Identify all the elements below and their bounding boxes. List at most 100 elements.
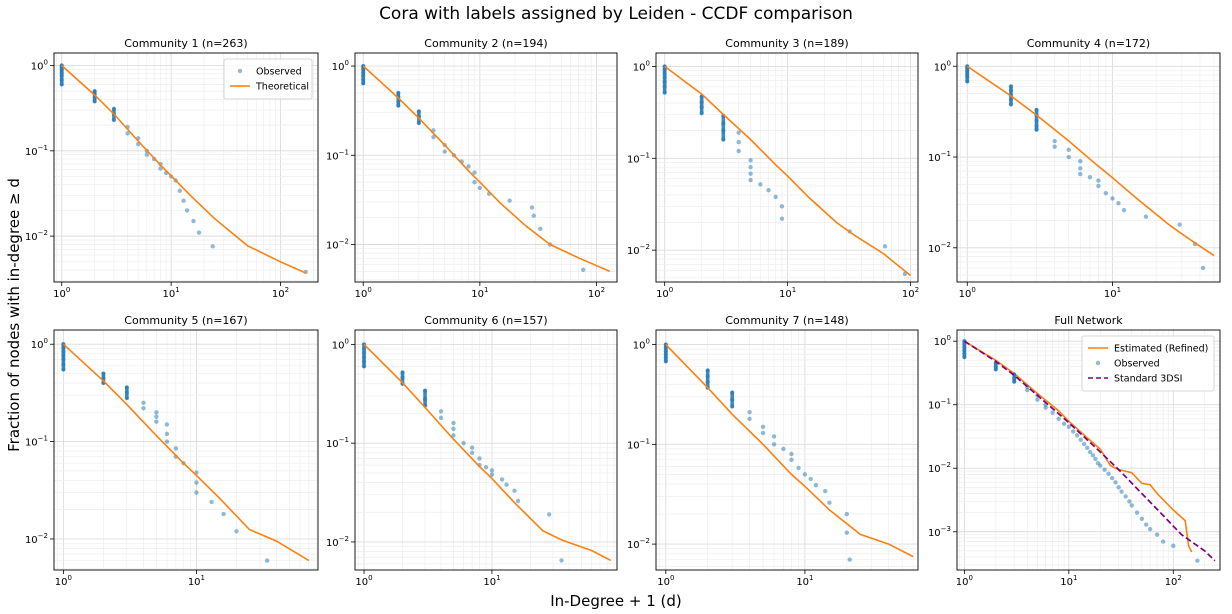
y-tick-label: 10−1 bbox=[25, 435, 48, 449]
y-tick-label: 10−2 bbox=[25, 532, 48, 546]
observed-point bbox=[1127, 499, 1132, 504]
observed-point bbox=[747, 409, 752, 415]
observed-point bbox=[1147, 526, 1153, 532]
subplot-2: 100 101 102 10−2 10−1 100 Community 2 (n=194) bbox=[326, 37, 618, 300]
legend: Estimated (Refined) Observed Standard 3DSI bbox=[1081, 335, 1215, 392]
data-layer bbox=[59, 63, 308, 275]
observed-point bbox=[1171, 543, 1176, 549]
observed-point bbox=[1096, 183, 1101, 189]
observed-point bbox=[1078, 166, 1083, 171]
observed-point bbox=[177, 188, 182, 193]
observed-point bbox=[431, 134, 436, 140]
observed-point bbox=[477, 456, 482, 461]
observed-point bbox=[507, 198, 512, 203]
tick-labels: 100 101 10−2 10−1 100 bbox=[25, 337, 205, 588]
observed-point bbox=[758, 182, 763, 187]
subplot-8: 100 101 102 10−3 10−2 10−1 100 Full Network Esti… bbox=[928, 314, 1221, 588]
x-tick-label: 102 bbox=[272, 286, 289, 300]
observed-point bbox=[1195, 558, 1200, 563]
axes-frame bbox=[354, 329, 618, 571]
theoretical-line bbox=[664, 65, 912, 277]
observed-point bbox=[747, 416, 752, 422]
tick-labels: 100 101 102 10−2 10−1 100 bbox=[326, 59, 605, 300]
x-tick-label: 101 bbox=[1104, 286, 1121, 300]
observed-point bbox=[234, 529, 239, 534]
tick-labels: 100 101 102 10−2 10−1 100 bbox=[627, 59, 919, 300]
observed-point bbox=[748, 171, 753, 176]
observed-point bbox=[184, 208, 190, 213]
grid-lines bbox=[656, 53, 918, 282]
data-layer bbox=[663, 342, 914, 562]
observed-point bbox=[1116, 485, 1121, 490]
observed-point bbox=[1078, 158, 1083, 164]
observed-point bbox=[1085, 445, 1090, 450]
observed-point bbox=[847, 557, 852, 562]
observed-point bbox=[451, 433, 456, 438]
observed-point bbox=[1143, 214, 1149, 219]
figure-x-label: In-Degree + 1 (d) bbox=[550, 592, 682, 610]
axes-frame bbox=[956, 329, 1221, 571]
observed-point bbox=[158, 166, 163, 171]
observed-point bbox=[1096, 178, 1101, 183]
y-tick-label: 100 bbox=[633, 59, 650, 73]
y-tick-label: 10−1 bbox=[928, 398, 951, 412]
observed-point bbox=[1098, 463, 1103, 468]
observed-point bbox=[1078, 171, 1083, 177]
observed-point bbox=[736, 139, 741, 145]
observed-point bbox=[760, 430, 766, 436]
observed-point bbox=[469, 450, 475, 455]
observed-point bbox=[1143, 522, 1149, 527]
observed-point bbox=[154, 419, 159, 424]
theoretical-line bbox=[363, 343, 612, 562]
observed-point bbox=[1052, 144, 1057, 149]
x-tick-label: 100 bbox=[55, 574, 72, 588]
axes-frame bbox=[53, 329, 319, 571]
subplot-1: 100 101 102 10−2 10−1 100 Community 1 (n=263) O… bbox=[25, 37, 319, 300]
observed-point bbox=[1066, 147, 1071, 153]
x-tick-label: 101 bbox=[1060, 574, 1077, 588]
subplot-title: Community 3 (n=189) bbox=[725, 37, 848, 50]
observed-point bbox=[781, 446, 786, 452]
observed-point bbox=[1043, 405, 1048, 410]
y-tick-label: 10−1 bbox=[627, 437, 650, 451]
y-tick-label: 100 bbox=[633, 338, 650, 352]
subplot-title: Community 6 (n=157) bbox=[424, 314, 547, 327]
x-tick-label: 101 bbox=[483, 574, 500, 588]
observed-point bbox=[882, 244, 888, 249]
observed-series bbox=[61, 342, 270, 563]
x-tick-label: 102 bbox=[1165, 574, 1182, 588]
grid-lines bbox=[656, 330, 918, 570]
observed-point bbox=[1090, 453, 1096, 458]
plot-area bbox=[355, 53, 617, 282]
x-tick-label: 101 bbox=[163, 286, 180, 300]
subplot-6: 100 101 10−2 10−1 100 Community 6 (n=157) bbox=[326, 314, 618, 588]
observed-point bbox=[1129, 503, 1134, 508]
observed-point bbox=[512, 488, 517, 493]
observed-point bbox=[1106, 471, 1111, 476]
observed-point bbox=[154, 414, 159, 419]
observed-point bbox=[164, 439, 170, 444]
legend: Observed Theoretical bbox=[223, 58, 313, 100]
y-tick-label: 100 bbox=[332, 337, 349, 351]
observed-point bbox=[538, 226, 543, 231]
observed-point bbox=[504, 482, 509, 487]
y-tick-label: 10−2 bbox=[627, 243, 650, 257]
observed-point bbox=[1121, 207, 1127, 213]
observed-point bbox=[196, 230, 202, 235]
data-layer bbox=[662, 64, 912, 277]
observed-point bbox=[1052, 138, 1057, 144]
subplot-title: Community 1 (n=263) bbox=[124, 37, 247, 50]
x-tick-label: 102 bbox=[902, 286, 919, 300]
observed-point bbox=[827, 500, 832, 505]
observed-point bbox=[1200, 265, 1206, 271]
theoretical-line bbox=[966, 65, 1215, 257]
subplot-4: 100 101 10−2 10−1 100 Community 4 (n=172) bbox=[928, 37, 1221, 300]
observed-point bbox=[181, 198, 186, 203]
y-tick-label: 10−1 bbox=[326, 436, 349, 450]
observed-point bbox=[748, 158, 753, 163]
observed-point bbox=[766, 187, 771, 193]
observed-point bbox=[529, 205, 535, 210]
observed-point bbox=[1025, 387, 1030, 393]
tick-labels: 100 101 10−2 10−1 100 bbox=[627, 338, 814, 588]
tick-labels: 100 101 10−2 10−1 100 bbox=[326, 337, 501, 588]
